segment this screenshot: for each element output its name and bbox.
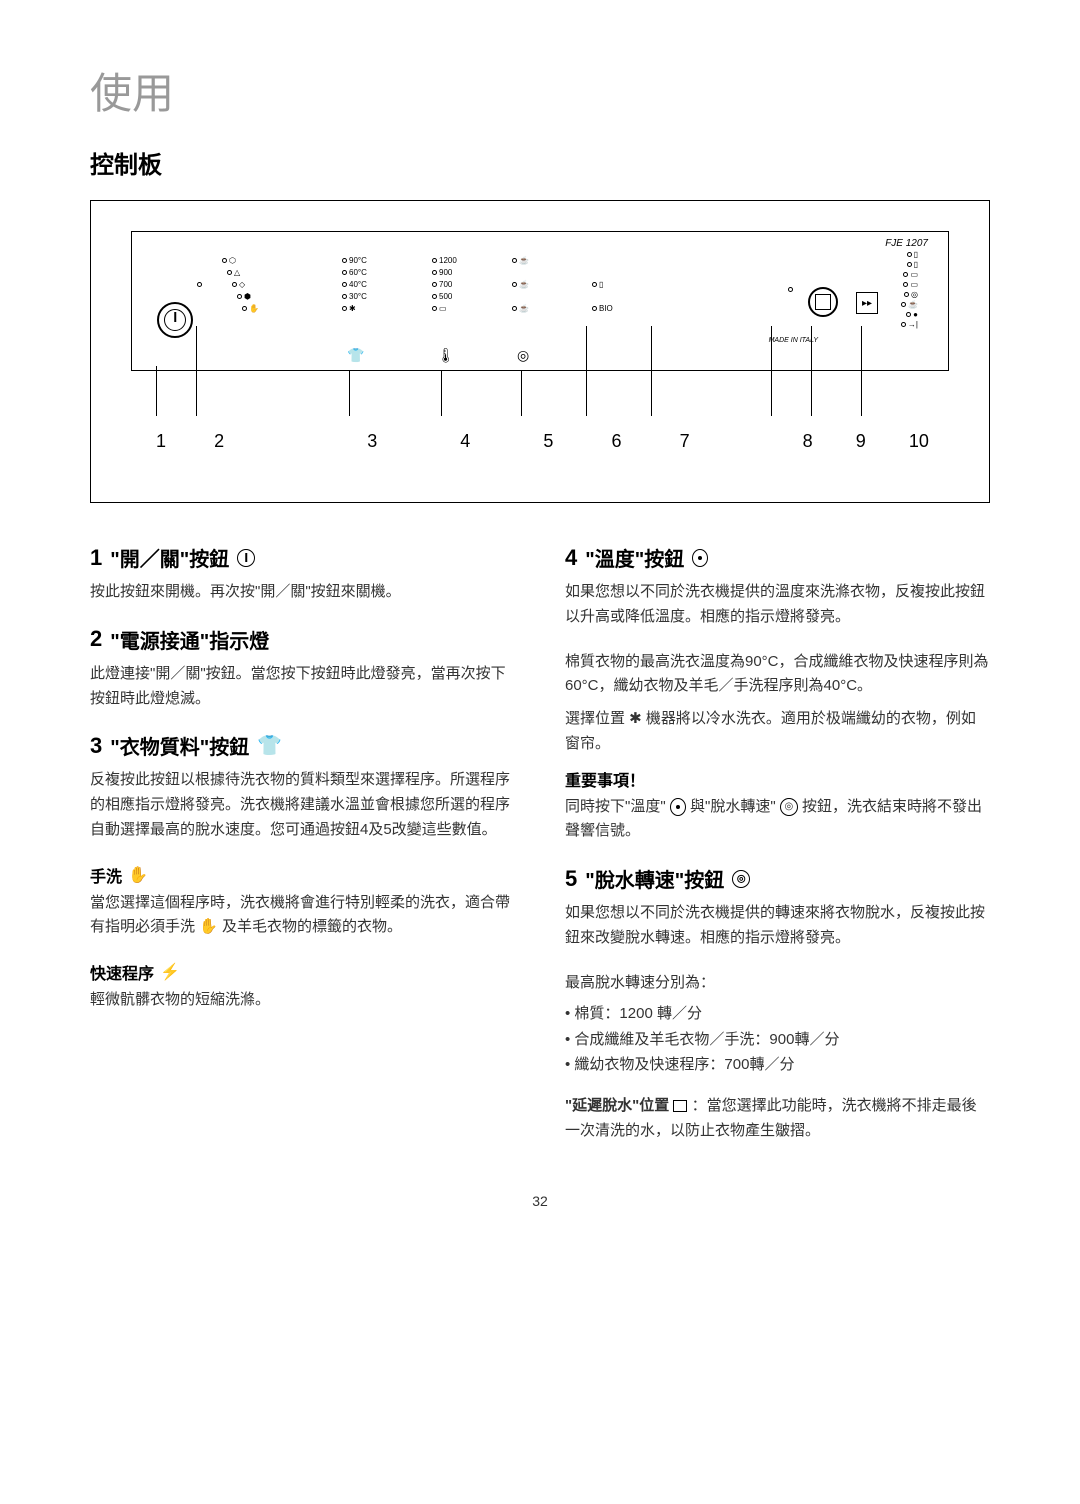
p5c-a: "延遲脫水"位置 [565, 1097, 669, 1114]
num-1: 1 [156, 431, 166, 452]
left-column: 1 "開／關"按鈕 按此按鈕來開機。再次按"開／關"按鈕來關機。 2 "電源接通… [90, 543, 515, 1163]
p1: 按此按鈕來開機。再次按"開／關"按鈕來關機。 [90, 580, 515, 605]
list-item: 合成纖維及羊毛衣物／手洗：900轉／分 [565, 1027, 990, 1053]
heading-3: 3 "衣物質料"按鈕 👕 [90, 731, 515, 760]
temp-icon-inline [670, 798, 686, 816]
temp-40: 40°C [349, 280, 367, 289]
num-2: 2 [214, 431, 224, 452]
temp-30: 30°C [349, 292, 367, 301]
p2: 此燈連接"開／關"按鈕。當您按下按鈕時此燈發亮，當再次按下按鈕時此燈熄滅。 [90, 662, 515, 712]
spin-500: 500 [439, 292, 452, 301]
temp-60: 60°C [349, 268, 367, 277]
p5c: "延遲脫水"位置 ：當您選擇此功能時，洗衣機將不排走最後一次清洗的水，以防止衣物… [565, 1094, 990, 1144]
p4c: 選擇位置 ✱ 機器將以冷水洗衣。適用於极端纖幼的衣物，例如窗帘。 [565, 707, 990, 757]
heading-5: 5 "脫水轉速"按鈕 [565, 864, 990, 893]
h3-title: "衣物質料"按鈕 [110, 731, 249, 760]
list-item: 纖幼衣物及快速程序：700轉／分 [565, 1052, 990, 1078]
model-label: FJE 1207 [885, 238, 928, 249]
spin-700: 700 [439, 280, 452, 289]
num-4: 4 [460, 431, 470, 452]
h5-title: "脫水轉速"按鈕 [585, 864, 724, 893]
h5-num: 5 [565, 866, 577, 892]
section-title: 控制板 [90, 145, 990, 180]
sub-handwash: 手洗 ✋ [90, 863, 515, 887]
spin-900: 900 [439, 268, 452, 277]
diagram-numbers: 1 2 3 4 5 6 7 8 9 10 [131, 431, 949, 452]
h4-num: 4 [565, 545, 577, 571]
spin-1200: 1200 [439, 256, 457, 265]
sub2-label: 快速程序 [90, 960, 154, 984]
heading-2: 2 "電源接通"指示燈 [90, 625, 515, 654]
p3: 反複按此按鈕以根據待洗衣物的質料類型來選擇程序。所選程序的相應指示燈將發亮。洗衣… [90, 768, 515, 842]
p4a: 如果您想以不同於洗衣機提供的溫度來洗滌衣物，反複按此按鈕以升高或降低溫度。相應的… [565, 580, 990, 630]
p5a: 如果您想以不同於洗衣機提供的轉速來將衣物脫水，反複按此按鈕來改變脫水轉速。相應的… [565, 901, 990, 951]
num-7: 7 [680, 431, 690, 452]
spin-list: 棉質：1200 轉／分 合成纖維及羊毛衣物／手洗：900轉／分 纖幼衣物及快速程… [565, 1001, 990, 1078]
rect-icon [673, 1100, 687, 1112]
p4d-a: 同時按下"溫度" [565, 798, 666, 815]
page-number: 32 [90, 1193, 990, 1209]
num-10: 10 [909, 431, 929, 452]
h2-title: "電源接通"指示燈 [110, 625, 269, 654]
p4b: 棉質衣物的最高洗衣溫度為90°C，合成纖維衣物及快速程序則為60°C，纖幼衣物及… [565, 650, 990, 700]
sub1-label: 手洗 [90, 863, 122, 887]
h2-num: 2 [90, 626, 102, 652]
p4: 當您選擇這個程序時，洗衣機將會進行特別輕柔的洗衣，適合帶有指明必須手洗 ✋ 及羊… [90, 891, 515, 941]
h4-title: "溫度"按鈕 [585, 543, 684, 572]
power-icon [237, 549, 255, 567]
sub-quick: 快速程序 ⚡ [90, 960, 515, 984]
control-panel-diagram: FJE 1207 ⬡ △ ◇ ⬢ ✋ 90°C 60°C 40°C 30°C ✱… [90, 200, 990, 503]
heading-4: 4 "溫度"按鈕 [565, 543, 990, 572]
num-8: 8 [803, 431, 813, 452]
p4d-b: 與"脫水轉速" [690, 798, 776, 815]
right-column: 4 "溫度"按鈕 如果您想以不同於洗衣機提供的溫度來洗滌衣物，反複按此按鈕以升高… [565, 543, 990, 1163]
shirt-icon: 👕 [257, 733, 282, 758]
num-5: 5 [543, 431, 553, 452]
panel-outline: FJE 1207 ⬡ △ ◇ ⬢ ✋ 90°C 60°C 40°C 30°C ✱… [131, 231, 949, 371]
h1-num: 1 [90, 545, 102, 571]
list-item: 棉質：1200 轉／分 [565, 1001, 990, 1027]
temp-90: 90°C [349, 256, 367, 265]
fast-icon: ⚡ [160, 962, 180, 982]
h3-num: 3 [90, 733, 102, 759]
spin-icon [732, 870, 750, 888]
hand-icon: ✋ [128, 865, 148, 885]
h1-title: "開／關"按鈕 [110, 543, 229, 572]
spin-icon-inline [780, 798, 798, 816]
num-3: 3 [367, 431, 377, 452]
p4d: 同時按下"溫度" 與"脫水轉速" 按鈕，洗衣結束時將不發出聲響信號。 [565, 795, 990, 845]
num-9: 9 [856, 431, 866, 452]
num-6: 6 [611, 431, 621, 452]
heading-1: 1 "開／關"按鈕 [90, 543, 515, 572]
important-label: 重要事項！ [565, 767, 990, 791]
bio-label: BIO [599, 304, 613, 313]
page-title: 使用 [90, 60, 990, 121]
temp-icon [692, 549, 708, 567]
p5b: 最高脫水轉速分別為： [565, 971, 990, 996]
p5: 輕微骯髒衣物的短縮洗滌。 [90, 988, 515, 1013]
